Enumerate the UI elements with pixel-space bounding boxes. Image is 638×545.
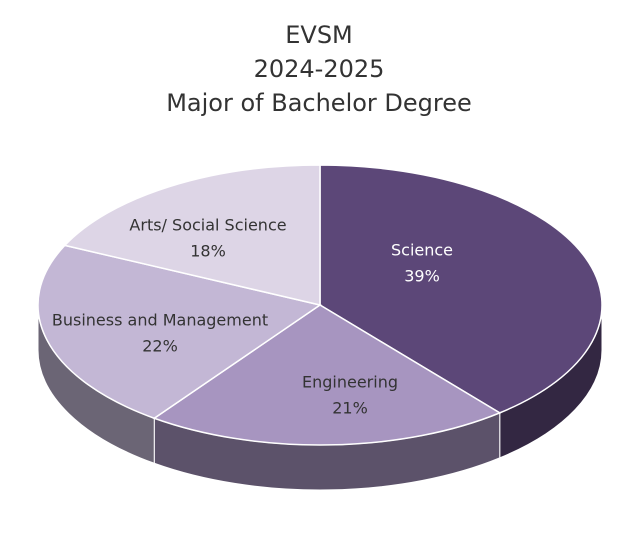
chart-title: EVSM [285, 21, 353, 49]
value-label: 22% [142, 337, 178, 356]
slice-label: Arts/ Social Science [129, 216, 286, 235]
pie-labels: Science 39% Engineering 21% Business and Man… [52, 216, 453, 418]
slice [152, 304, 502, 446]
slice [319, 164, 603, 414]
pie-tops [37, 164, 603, 446]
titles: EVSM 2024-2025 Major of Bachelor Degree [166, 21, 472, 117]
value-label: 39% [404, 267, 440, 286]
slice-label: Science [391, 241, 453, 260]
slice-label: Business and Management [52, 311, 268, 330]
slice [63, 164, 321, 306]
slice-label: Engineering [302, 373, 398, 392]
chart-title: 2024-2025 [254, 55, 385, 83]
chart-title: Major of Bachelor Degree [166, 89, 472, 117]
value-label: 21% [332, 399, 368, 418]
value-label: 18% [190, 242, 226, 261]
